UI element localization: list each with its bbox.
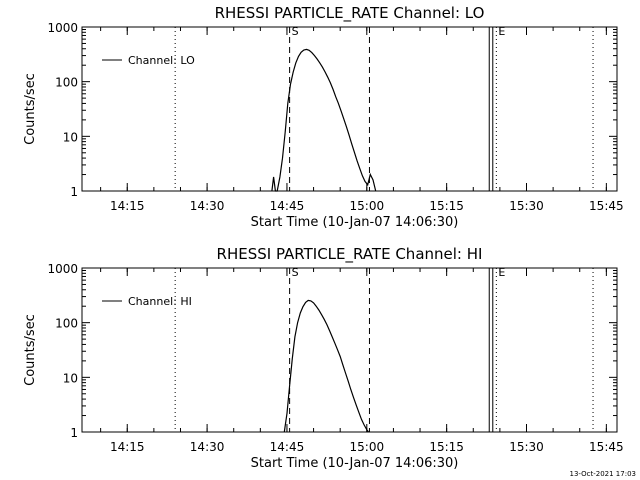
x-tick-label: 15:00 [350,199,385,213]
event-label: E [498,25,505,38]
y-tick-label: 100 [55,317,78,331]
x-tick-label: 14:45 [270,440,305,454]
y-tick-label: 1 [70,185,78,199]
y-tick-label: 100 [55,76,78,90]
x-tick-label: 14:15 [110,440,145,454]
panel-lo-channel: RHESSI PARTICLE_RATE Channel: LO S E 1 10 100… [23,4,624,230]
x-tick-label: 14:45 [270,199,305,213]
event-label: S [292,25,299,38]
y-tick-label: 10 [63,371,78,385]
event-label: S [292,266,299,279]
event-label: E [498,266,505,279]
x-tick-label: 15:15 [429,199,464,213]
x-axis-label: Start Time (10-Jan-07 14:06:30) [251,456,459,471]
y-axis-label: Counts/sec [23,73,38,145]
x-axis-label: Start Time (10-Jan-07 14:06:30) [251,215,459,230]
x-tick-label: 15:45 [589,440,624,454]
x-tick-label: 15:15 [429,440,464,454]
y-tick-label: 1 [70,426,78,440]
panel-hi-channel: RHESSI PARTICLE_RATE Channel: HI S E 1 10 100… [23,245,624,471]
legend-label: Channel: HI [128,295,192,308]
x-tick-label: 14:30 [190,440,225,454]
x-tick-label: 15:30 [509,199,544,213]
x-tick-label: 15:45 [589,199,624,213]
plot-frame [81,26,618,192]
x-tick-label: 15:30 [509,440,544,454]
series-line [271,48,377,192]
chart-title: RHESSI PARTICLE_RATE Channel: LO [215,4,485,23]
x-tick-label: 14:30 [190,199,225,213]
x-tick-label: 14:15 [110,199,145,213]
y-tick-label: 1000 [47,262,78,276]
y-tick-label: 1000 [47,21,78,35]
series-line [283,299,370,433]
y-tick-label: 10 [63,130,78,144]
chart-title: RHESSI PARTICLE_RATE Channel: HI [217,245,483,264]
legend-label: Channel: LO [128,54,195,67]
plot-frame [81,267,618,433]
y-axis-label: Counts/sec [23,314,38,386]
x-tick-label: 15:00 [350,440,385,454]
footer-timestamp: 13-Oct-2021 17:03 [570,470,636,478]
